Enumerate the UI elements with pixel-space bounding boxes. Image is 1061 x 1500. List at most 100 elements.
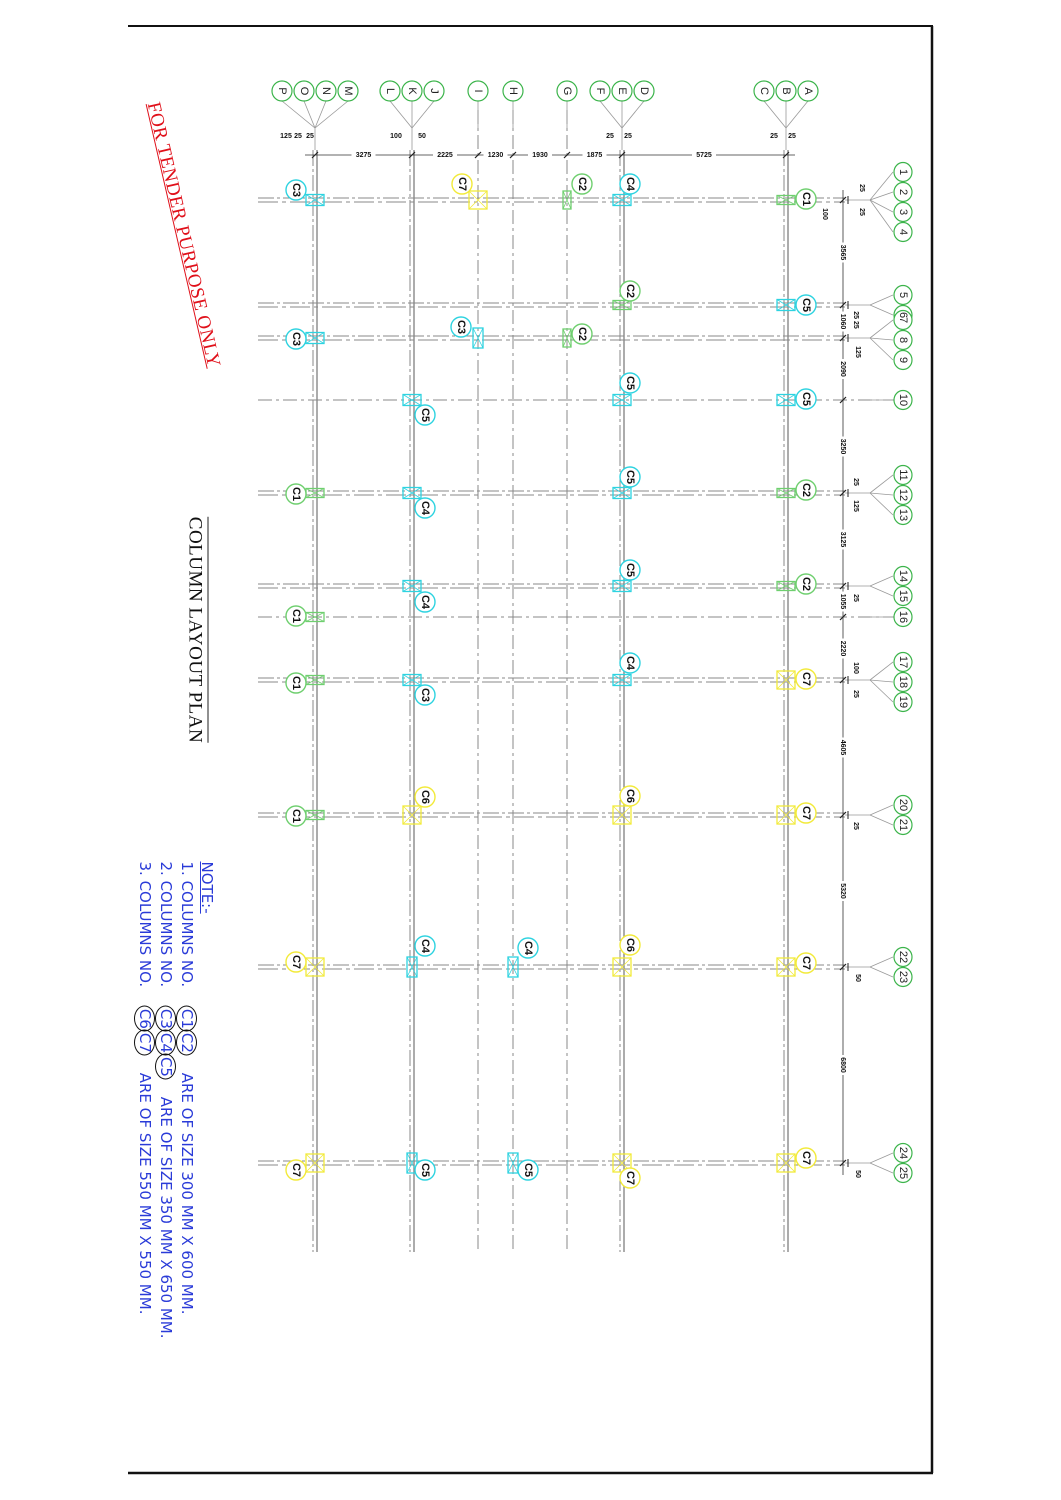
note-tag-c4: C4 xyxy=(155,1029,176,1056)
grid-label-5: 5 xyxy=(897,292,909,298)
grid-bubble-10 xyxy=(893,389,913,411)
dim-col-3: 1930 xyxy=(532,152,548,159)
grid-label-11: 11 xyxy=(897,469,909,480)
grid-label-C: C xyxy=(758,87,770,95)
column-c3 xyxy=(285,328,325,350)
column-c7 xyxy=(776,802,817,825)
column-tag-label: C4 xyxy=(419,501,431,516)
column-c7 xyxy=(776,1147,817,1173)
grid-label-D: D xyxy=(638,87,650,95)
note-tag-c6: C6 xyxy=(134,1005,155,1032)
offset-row-4-0: 25 xyxy=(852,594,859,602)
column-c7 xyxy=(776,952,817,977)
column-tag-label: C3 xyxy=(290,183,302,197)
offset-col-1-0: 100 xyxy=(390,133,402,140)
grid-bubble-17 xyxy=(893,651,913,673)
column-tag-bubble xyxy=(795,668,817,690)
column-c1 xyxy=(285,483,325,505)
grid-bubble-8 xyxy=(893,329,913,351)
grid-label-10: 10 xyxy=(897,394,909,406)
grid-bubble-25 xyxy=(893,1162,913,1184)
column-c2 xyxy=(612,280,641,311)
column-c5 xyxy=(612,466,641,500)
grid-bubble-15 xyxy=(893,585,913,607)
column-tag-label: C5 xyxy=(419,408,431,422)
column-c2 xyxy=(776,479,817,501)
column-c2 xyxy=(562,323,593,348)
column-tag-bubble xyxy=(414,786,436,808)
column-c6 xyxy=(612,785,641,825)
column-tag-bubble xyxy=(795,802,817,824)
grid-label-6: 6 xyxy=(897,312,909,318)
sheet-frame xyxy=(128,25,934,1475)
column-tag-label: C5 xyxy=(800,392,812,406)
grid-label-22: 22 xyxy=(897,951,909,963)
column-c5 xyxy=(612,372,641,407)
grid-label-1: 1 xyxy=(897,169,909,175)
grid-bubble-14 xyxy=(893,565,913,587)
note-tag-c1: C1 xyxy=(176,1005,197,1032)
grid-label-N: N xyxy=(320,87,332,95)
column-tag-label: C3 xyxy=(419,688,431,702)
grid-bubble-21 xyxy=(893,814,913,836)
column-tag-bubble xyxy=(619,785,641,807)
grid-bubble-3 xyxy=(893,201,913,223)
grid-bubble-9 xyxy=(893,349,913,371)
column-c1 xyxy=(285,672,325,694)
dim-row-0: 3565 xyxy=(839,245,846,261)
grid-bubble-O xyxy=(293,80,315,102)
grid-bubble-4 xyxy=(893,221,913,243)
column-tag-bubble xyxy=(795,479,817,501)
column-tag-bubble xyxy=(795,1147,817,1169)
grid-bubble-K xyxy=(401,80,423,102)
column-tag-bubble xyxy=(619,466,641,488)
column-tag-bubble xyxy=(285,328,307,350)
grid-label-H: H xyxy=(507,87,519,95)
column-tag-label: C6 xyxy=(624,789,636,803)
grid-label-20: 20 xyxy=(897,799,909,811)
column-tag-bubble xyxy=(285,1159,307,1181)
column-c5 xyxy=(507,1152,539,1181)
column-tag-label: C1 xyxy=(290,609,302,623)
grid-bubble-20 xyxy=(893,794,913,816)
grid-bubble-J xyxy=(423,80,445,102)
grid-label-16: 16 xyxy=(897,611,909,623)
drawing-title: COLUMN LAYOUT PLAN xyxy=(183,516,209,744)
column-tag-bubble xyxy=(619,372,641,394)
column-tag-bubble xyxy=(414,935,436,957)
column-tag-bubble xyxy=(450,316,472,338)
column-tag-bubble xyxy=(795,188,817,210)
offset-row-2-0: 125 xyxy=(854,346,861,358)
offset-col-3-0: 25 xyxy=(770,133,778,140)
grid-label-I: I xyxy=(472,89,484,92)
column-tag-label: C5 xyxy=(800,298,812,312)
column-tag-label: C7 xyxy=(800,1151,812,1165)
dim-row-4: 3125 xyxy=(839,532,846,548)
offset-col-3-1: 25 xyxy=(788,133,796,140)
grid-bubble-P xyxy=(271,80,293,102)
column-tag-label: C2 xyxy=(800,483,812,497)
grid-bubble-E xyxy=(611,80,633,102)
column-tag-label: C4 xyxy=(419,595,431,610)
column-tag-bubble xyxy=(619,934,641,956)
column-c6 xyxy=(402,786,436,825)
column-c4 xyxy=(612,173,641,207)
column-tag-label: C7 xyxy=(800,956,812,970)
grid-label-23: 23 xyxy=(897,971,909,983)
column-tag-bubble xyxy=(451,173,473,195)
column-c4 xyxy=(402,486,436,519)
note-tag-c5: C5 xyxy=(155,1053,176,1080)
grid-label-B: B xyxy=(780,87,792,94)
grid-bubble-M xyxy=(337,80,359,102)
column-tag-label: C1 xyxy=(800,192,812,206)
column-tag-bubble xyxy=(795,952,817,974)
column-c5 xyxy=(402,393,436,426)
column-tag-label: C4 xyxy=(522,941,534,956)
note-item-3: 3. COLUMNS NO. C6C7 ARE OF SIZE 550 MM X… xyxy=(134,861,155,1315)
grid-bubble-G xyxy=(556,80,578,102)
column-tag-bubble xyxy=(795,573,817,595)
grid-label-18: 18 xyxy=(897,676,909,688)
grid-bubble-I xyxy=(467,80,489,102)
dim-row-5: 1055 xyxy=(839,594,846,610)
